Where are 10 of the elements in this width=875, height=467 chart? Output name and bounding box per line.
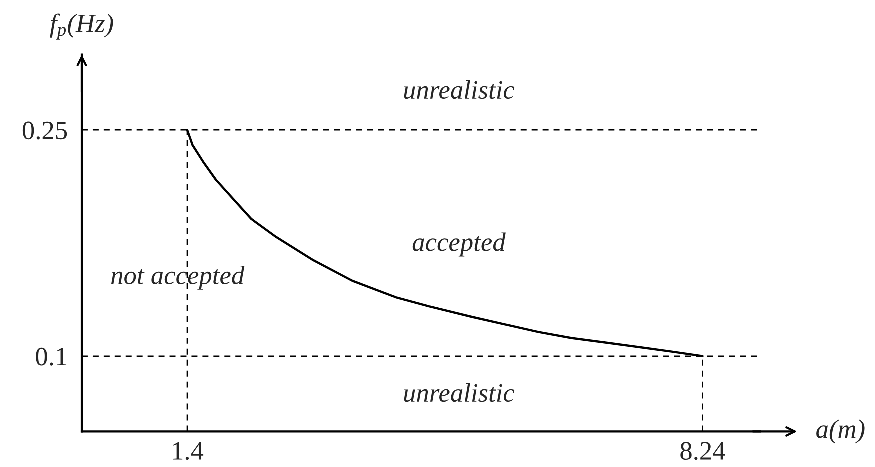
annotation: not accepted <box>111 266 245 290</box>
x-tick-label: 8.24 <box>680 442 726 460</box>
x-tick-label: 1.4 <box>173 442 204 460</box>
y-tick-label: 0.1 <box>36 348 67 366</box>
x-axis-title: a(m) <box>816 420 865 444</box>
annotation: accepted <box>412 232 506 257</box>
y-tick-label: 0.25 <box>22 122 68 140</box>
y-axis-title: f$_{p}$(Hz) <box>50 14 114 40</box>
annotation: unrealistic <box>404 80 515 100</box>
annotation: unrealistic <box>404 384 515 402</box>
